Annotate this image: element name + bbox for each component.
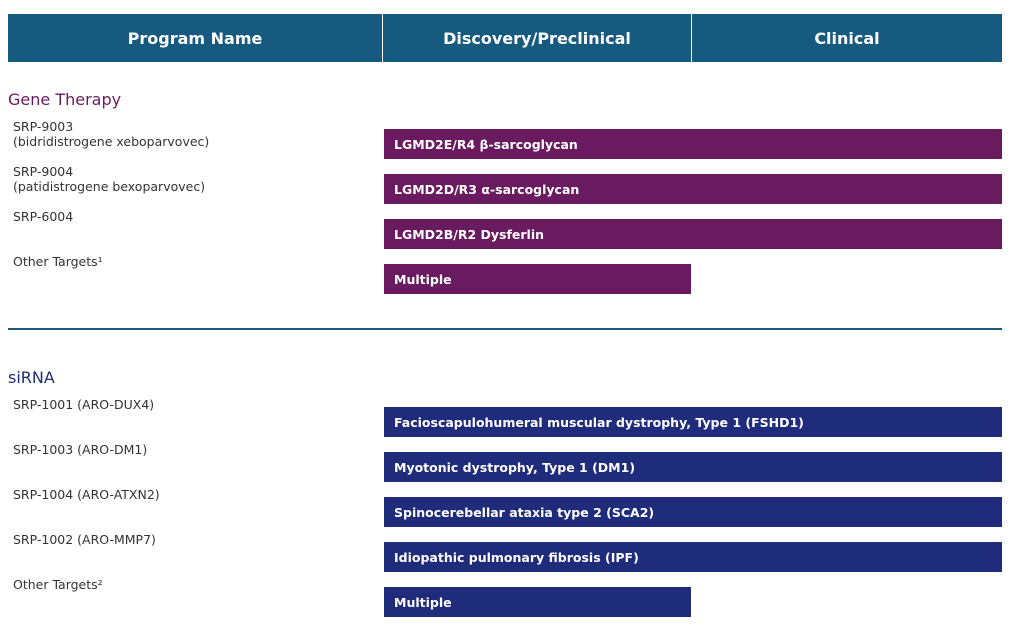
program-line: Other Targets²: [13, 577, 103, 592]
program-line: SRP-1002 (ARO-MMP7): [13, 532, 156, 547]
pipeline-bar: Spinocerebellar ataxia type 2 (SCA2): [384, 497, 1002, 527]
program-line: SRP-1001 (ARO-DUX4): [13, 397, 155, 412]
pipeline-bar: Myotonic dystrophy, Type 1 (DM1): [384, 452, 1002, 482]
pipeline-bar: Multiple: [384, 264, 691, 294]
program-line: (bidridistrogene xeboparvovec): [13, 134, 210, 149]
program-name: SRP-1002 (ARO-MMP7): [13, 532, 156, 547]
section-title: Gene Therapy: [8, 90, 122, 109]
pipeline-bar: Facioscapulohumeral muscular dystrophy, …: [384, 407, 1002, 437]
program-name: SRP-9003 (bidridistrogene xeboparvovec): [13, 119, 209, 149]
program-name: SRP-1004 (ARO-ATXN2): [13, 487, 160, 502]
program-name: SRP-1003 (ARO-DM1): [13, 442, 147, 457]
program-line: SRP-1004 (ARO-ATXN2): [13, 487, 160, 502]
pipeline-bar: LGMD2B/R2 Dysferlin: [384, 219, 1002, 249]
header-cell: Discovery/Preclinical: [383, 14, 691, 62]
program-line: SRP-9004: [13, 164, 74, 179]
section-title: siRNA: [8, 368, 55, 387]
program-line: (patidistrogene bexoparvovec): [13, 179, 206, 194]
program-name: Other Targets²: [13, 577, 103, 592]
program-name: SRP-9004 (patidistrogene bexoparvovec): [13, 164, 205, 194]
section-divider: [8, 328, 1002, 330]
program-name: Other Targets¹: [13, 254, 103, 269]
program-line: Other Targets¹: [13, 254, 103, 269]
program-name: SRP-1001 (ARO-DUX4): [13, 397, 154, 412]
program-line: SRP-9003: [13, 119, 74, 134]
program-line: SRP-1003 (ARO-DM1): [13, 442, 148, 457]
program-name: SRP-6004: [13, 209, 73, 224]
header-cell: Program Name: [8, 14, 382, 62]
header-cell: Clinical: [692, 14, 1002, 62]
program-line: SRP-6004: [13, 209, 74, 224]
pipeline-bar: Idiopathic pulmonary fibrosis (IPF): [384, 542, 1002, 572]
pipeline-bar: Multiple: [384, 587, 691, 617]
pipeline-bar: LGMD2D/R3 α-sarcoglycan: [384, 174, 1002, 204]
pipeline-bar: LGMD2E/R4 β-sarcoglycan: [384, 129, 1002, 159]
